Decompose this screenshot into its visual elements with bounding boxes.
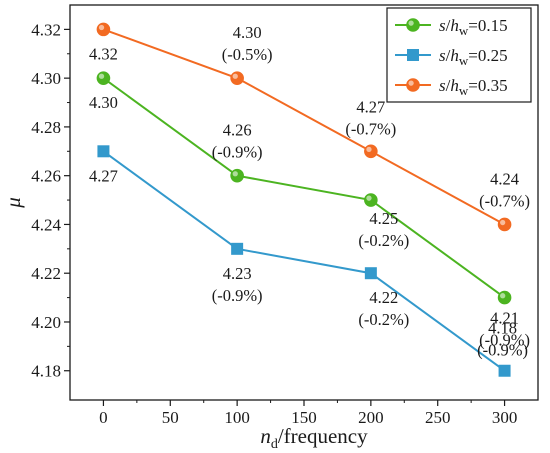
annotation-layer: 4.30 4.26 (-0.9%) 4.25 (-0.2%) 4.21 (-0.9%) 4.2… [89, 23, 530, 360]
data-point [97, 145, 110, 158]
x-tick-label: 0 [99, 408, 108, 427]
data-point-highlight [500, 293, 506, 299]
y-axis-title: μ [1, 197, 25, 209]
data-point [96, 22, 111, 37]
y-tick-label: 4.24 [31, 215, 61, 234]
data-point [407, 49, 419, 61]
data-label: 4.21 (-0.9%) [479, 309, 530, 350]
data-point [497, 217, 512, 232]
y-tick-label: 4.22 [31, 264, 61, 283]
y-tick-label: 4.28 [31, 118, 61, 137]
data-point-highlight [232, 73, 238, 79]
data-label: 4.32 [89, 44, 118, 63]
axes-layer: 0 50 100 150 200 250 300 4.18 4.20 4.22 4.24 4.26 4.… [1, 4, 539, 452]
series-line-2 [103, 28, 506, 226]
data-point-highlight [366, 195, 372, 201]
data-point-highlight [408, 20, 414, 26]
y-tick-label: 4.26 [31, 167, 61, 186]
data-point-highlight [232, 171, 238, 177]
data-label: 4.30 [89, 93, 118, 112]
legend-label: s/hw=0.35 [439, 76, 508, 98]
data-point [96, 71, 111, 85]
data-label: 4.25 (-0.2%) [358, 209, 409, 250]
series-layer [96, 22, 512, 377]
data-point-highlight [98, 24, 105, 31]
y-tick-label: 4.18 [31, 362, 61, 381]
legend-label: s/hw=0.25 [439, 46, 508, 68]
data-point [406, 78, 420, 92]
data-label: 4.18 (-0.9%) [477, 319, 528, 360]
y-tick-label: 4.30 [31, 69, 61, 88]
data-point-highlight [408, 80, 414, 86]
data-label: 4.23 (-0.9%) [212, 264, 263, 305]
data-label: 4.22 (-0.2%) [358, 288, 409, 329]
x-tick-label: 100 [224, 408, 250, 427]
x-tick-label: 150 [291, 408, 317, 427]
data-point [231, 242, 244, 255]
series-line-0 [102, 77, 506, 299]
data-point [364, 144, 378, 159]
data-point-highlight [98, 73, 105, 79]
data-point [497, 290, 512, 305]
data-point [406, 18, 420, 32]
data-point-highlight [366, 146, 372, 153]
legend: s/hw=0.15 s/hw=0.25 s/hw=0.35 [386, 7, 532, 103]
y-tick-label: 4.20 [31, 313, 61, 332]
x-tick-label: 200 [358, 408, 384, 427]
data-point [230, 71, 244, 85]
data-point [230, 168, 244, 183]
data-label: 4.30 (-0.5%) [222, 23, 273, 64]
data-point [364, 193, 378, 207]
data-point [364, 267, 377, 280]
data-label: 4.27 (-0.7%) [345, 97, 396, 138]
x-axis-title: nd/frequency [260, 424, 368, 452]
x-tick-label: 50 [162, 408, 179, 427]
data-point [498, 364, 511, 377]
data-label: 4.26 (-0.9%) [212, 121, 263, 162]
x-tick-label: 250 [425, 408, 451, 427]
data-point-highlight [500, 219, 506, 226]
legend-label: s/hw=0.15 [439, 16, 508, 38]
x-tick-label: 300 [492, 408, 518, 427]
y-tick-label: 4.32 [31, 20, 61, 39]
data-label: 4.24 (-0.7%) [479, 169, 530, 210]
series-line-1 [102, 150, 506, 372]
data-label: 4.27 [89, 166, 118, 185]
